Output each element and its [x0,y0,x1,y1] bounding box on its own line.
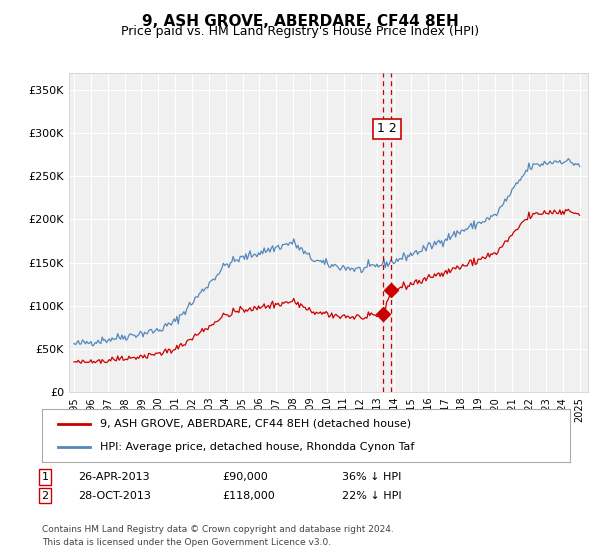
Point [386,286,396,295]
Text: £90,000: £90,000 [222,472,268,482]
Point [378,310,388,319]
Text: This data is licensed under the Open Government Licence v3.0.: This data is licensed under the Open Gov… [42,538,331,547]
Text: 9, ASH GROVE, ABERDARE, CF44 8EH: 9, ASH GROVE, ABERDARE, CF44 8EH [142,14,458,29]
Text: HPI: Average price, detached house, Rhondda Cynon Taf: HPI: Average price, detached house, Rhon… [100,442,415,452]
Text: Contains HM Land Registry data © Crown copyright and database right 2024.: Contains HM Land Registry data © Crown c… [42,525,394,534]
Text: 9, ASH GROVE, ABERDARE, CF44 8EH (detached house): 9, ASH GROVE, ABERDARE, CF44 8EH (detach… [100,419,411,429]
Text: 2: 2 [41,491,49,501]
Text: 22% ↓ HPI: 22% ↓ HPI [342,491,401,501]
Text: 1 2: 1 2 [377,123,397,136]
Text: 26-APR-2013: 26-APR-2013 [78,472,149,482]
Text: £118,000: £118,000 [222,491,275,501]
Text: Price paid vs. HM Land Registry's House Price Index (HPI): Price paid vs. HM Land Registry's House … [121,25,479,38]
Text: 1: 1 [41,472,49,482]
Text: 28-OCT-2013: 28-OCT-2013 [78,491,151,501]
Text: 36% ↓ HPI: 36% ↓ HPI [342,472,401,482]
